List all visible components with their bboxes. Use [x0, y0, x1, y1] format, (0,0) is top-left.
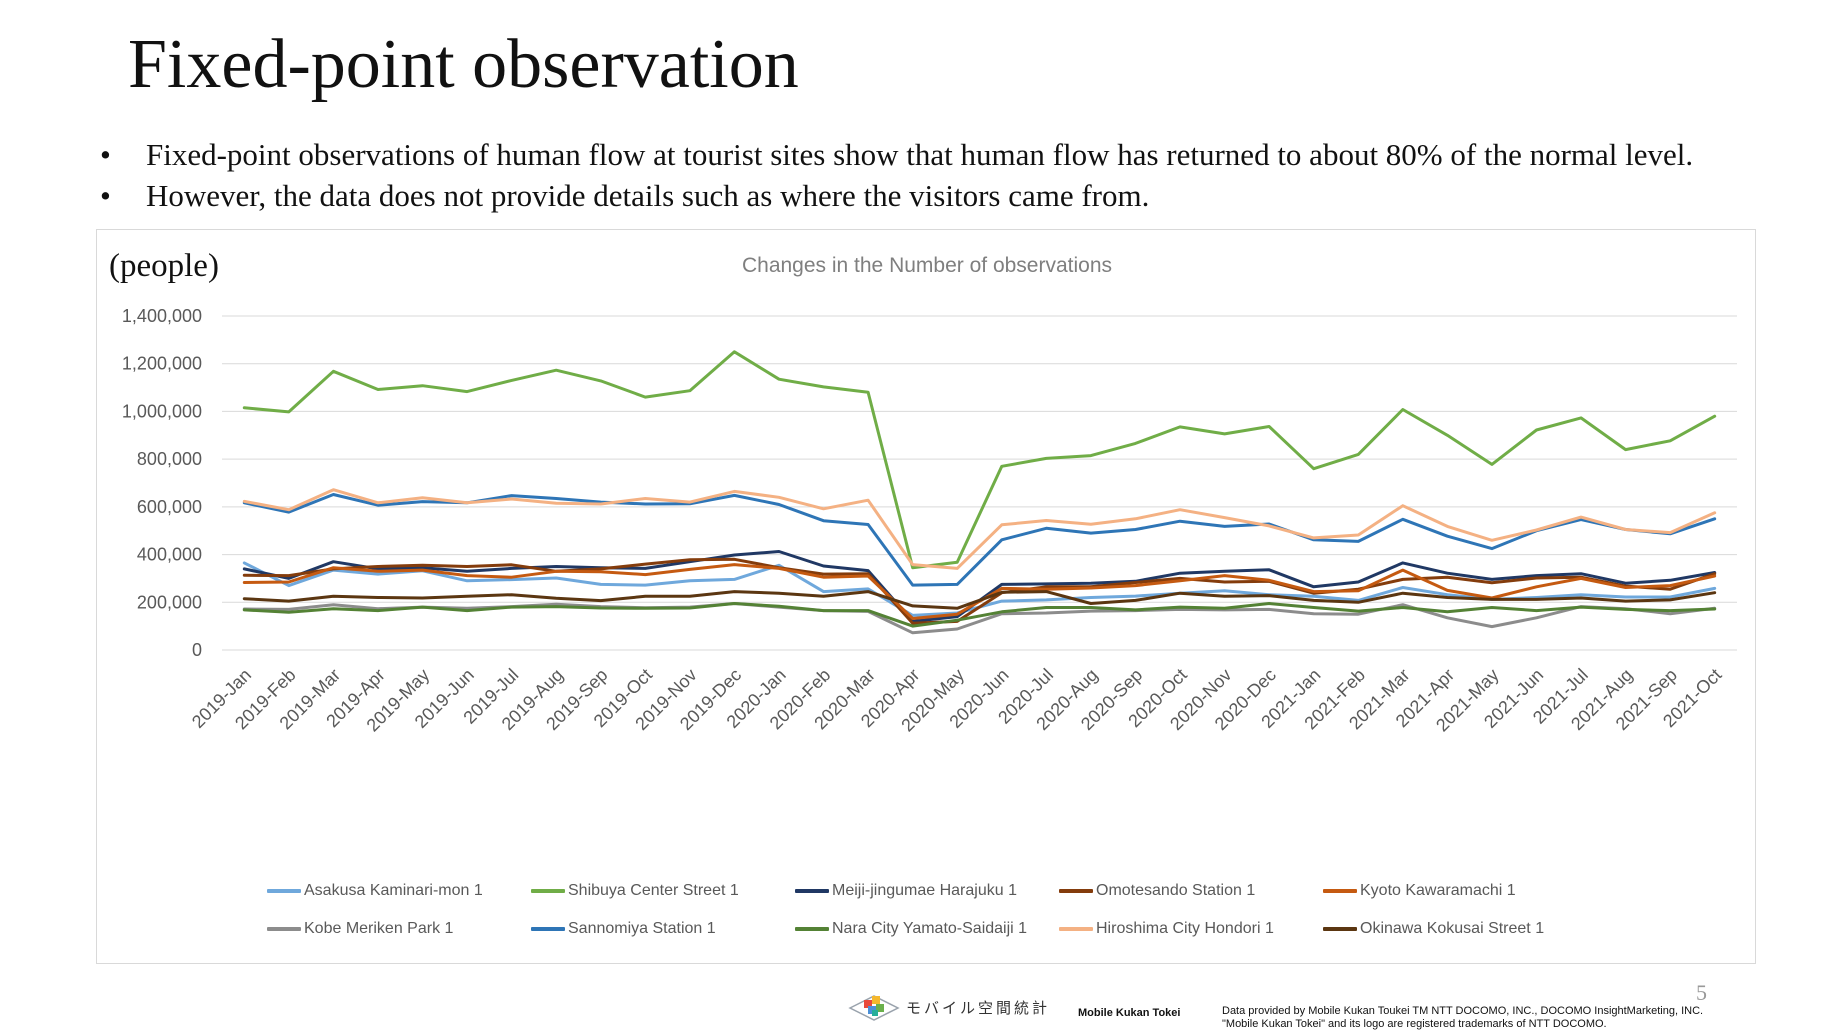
bullet-text: However, the data does not provide detai…: [146, 178, 1150, 213]
logo-text: モバイル空間統計: [906, 999, 1051, 1017]
footer-logo: モバイル空間統計: [848, 992, 1050, 1022]
data-credit: Data provided by Mobile Kukan Toukei TM …: [1222, 1005, 1703, 1031]
legend-label: Kobe Meriken Park 1: [304, 920, 454, 937]
series-line: [242, 493, 1717, 587]
legend-item: Okinawa Kokusai Street 1: [1323, 918, 1587, 940]
chart-container: 0 200,000 400,000 600,000 800,000 1,000,000 1,…: [96, 229, 1756, 964]
legend-swatch: [1059, 889, 1093, 893]
legend-item: Meiji-jingumae Harajuku 1: [795, 880, 1059, 902]
credit-line: "Mobile Kukan Tokei" and its logo are re…: [1222, 1018, 1607, 1030]
legend-swatch: [1059, 927, 1093, 931]
legend-item: Kobe Meriken Park 1: [267, 918, 531, 940]
bullet-item: • However, the data does not provide det…: [100, 175, 1693, 216]
chart-legend: Asakusa Kaminari-mon 1 Shibuya Center Str…: [267, 880, 1647, 940]
page-number: 5: [1696, 980, 1707, 1005]
logo-subtext: Mobile Kukan Tokei: [1078, 1007, 1181, 1019]
legend-label: Sannomiya Station 1: [568, 920, 716, 937]
legend-swatch: [1323, 889, 1357, 893]
y-tick-label: 400,000: [137, 545, 202, 565]
legend-swatch: [531, 927, 565, 931]
line-chart: 0 200,000 400,000 600,000 800,000 1,000,000 1,…: [122, 306, 1737, 735]
legend-label: Kyoto Kawaramachi 1: [1360, 882, 1516, 899]
slide-title: Fixed-point observation: [128, 26, 799, 103]
series-line: [242, 602, 1717, 628]
legend-swatch: [795, 927, 829, 931]
y-tick-label: 200,000: [137, 592, 202, 612]
bullet-text: Fixed-point observations of human flow a…: [146, 137, 1694, 172]
legend-label: Meiji-jingumae Harajuku 1: [832, 882, 1017, 899]
y-tick-label: 1,400,000: [122, 306, 202, 326]
cube-stack-icon: [848, 995, 900, 1021]
y-axis-label: (people): [109, 248, 219, 284]
legend-item: Omotesando Station 1: [1059, 880, 1323, 902]
y-tick-label: 1,200,000: [122, 354, 202, 374]
y-tick-label: 600,000: [137, 497, 202, 517]
bullet-marker: •: [100, 178, 111, 213]
legend-label: Shibuya Center Street 1: [568, 882, 739, 899]
bullet-list: • Fixed-point observations of human flow…: [100, 134, 1693, 216]
series-line: [242, 488, 1717, 570]
legend-label: Hiroshima City Hondori 1: [1096, 920, 1274, 937]
legend-item: Sannomiya Station 1: [531, 918, 795, 940]
chart-title: Changes in the Number of observations: [741, 254, 1113, 277]
bullet-marker: •: [100, 137, 111, 172]
legend-swatch: [267, 889, 301, 893]
series-line: [242, 590, 1717, 610]
legend-label: Asakusa Kaminari-mon 1: [304, 882, 483, 899]
legend-item: Shibuya Center Street 1: [531, 880, 795, 902]
y-tick-label: 0: [192, 640, 202, 660]
credit-line: Data provided by Mobile Kukan Toukei TM …: [1222, 1005, 1704, 1017]
legend-label: Nara City Yamato-Saidaiji 1: [832, 920, 1028, 937]
legend-label: Okinawa Kokusai Street 1: [1360, 920, 1545, 937]
legend-swatch: [531, 889, 565, 893]
bullet-item: • Fixed-point observations of human flow…: [100, 134, 1693, 175]
legend-item: Asakusa Kaminari-mon 1: [267, 880, 531, 902]
legend-item: Hiroshima City Hondori 1: [1059, 918, 1323, 940]
y-tick-label: 800,000: [137, 449, 202, 469]
legend-label: Omotesando Station 1: [1096, 882, 1256, 899]
legend-item: Nara City Yamato-Saidaiji 1: [795, 918, 1059, 940]
series-line: [242, 557, 1717, 625]
legend-swatch: [267, 927, 301, 931]
y-tick-label: 1,000,000: [122, 401, 202, 421]
series-line: [242, 350, 1717, 570]
legend-item: Kyoto Kawaramachi 1: [1323, 880, 1587, 902]
legend-swatch: [795, 889, 829, 893]
legend-swatch: [1323, 927, 1357, 931]
